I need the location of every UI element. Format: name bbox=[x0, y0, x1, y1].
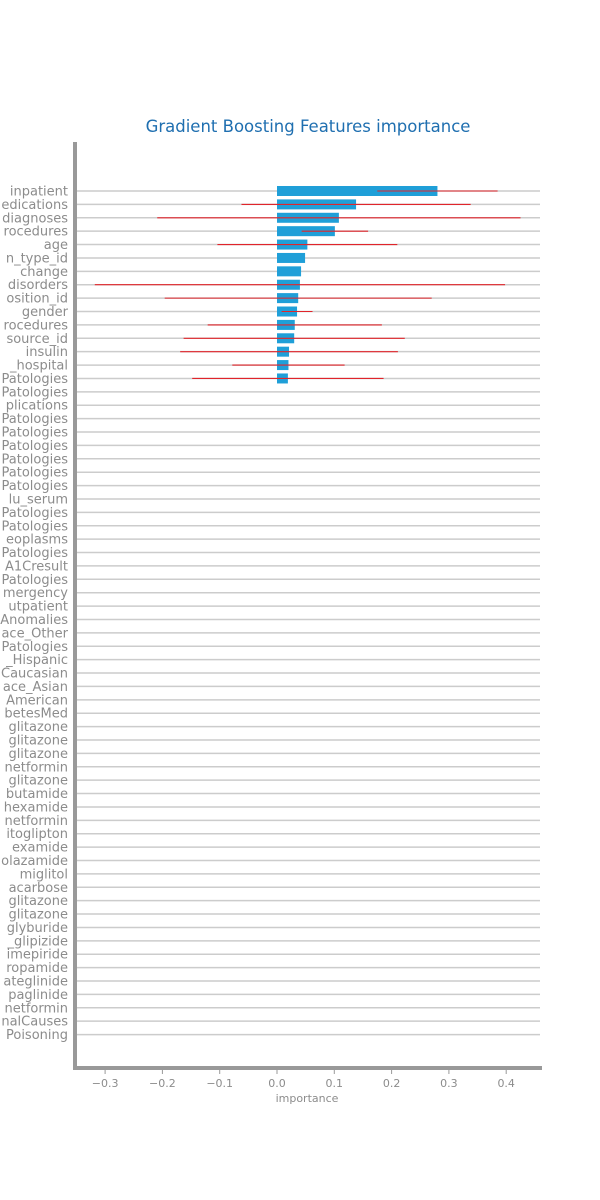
y-tick-label: Patologies bbox=[2, 640, 69, 655]
y-tick-label: insulin bbox=[26, 345, 68, 360]
y-tick-label: miglitol bbox=[20, 867, 68, 882]
y-tick-label: ace_Other bbox=[1, 626, 68, 641]
y-tick-label: diagnoses bbox=[2, 211, 68, 226]
x-axis-label: importance bbox=[276, 1092, 339, 1105]
y-tick-label: Patologies bbox=[2, 546, 69, 561]
y-tick-label: imepiride bbox=[7, 948, 68, 963]
y-tick-label: inpatient bbox=[10, 185, 68, 200]
y-tick-label: examide bbox=[12, 841, 68, 856]
y-tick-label: glitazone bbox=[8, 894, 68, 909]
x-tick-label: −0.1 bbox=[206, 1077, 233, 1090]
error-bars bbox=[94, 190, 521, 380]
y-tick-label: plications bbox=[6, 399, 68, 414]
y-tick-label: Patologies bbox=[2, 479, 69, 494]
y-tick-label: glyburide bbox=[7, 921, 68, 936]
y-tick-label: source_id bbox=[6, 332, 68, 347]
chart-title: Gradient Boosting Features importance bbox=[146, 117, 471, 136]
y-tick-label: eoplasms bbox=[6, 533, 68, 548]
y-tick-label: netformin bbox=[5, 760, 69, 775]
y-tick-label: osition_id bbox=[6, 292, 68, 307]
bar-admission_type_id bbox=[277, 252, 306, 263]
x-tick-label: −0.2 bbox=[149, 1077, 176, 1090]
y-tick-label: acarbose bbox=[9, 881, 68, 896]
x-tick-labels: −0.3 −0.2 −0.1 0.0 0.1 0.2 0.3 0.4 bbox=[92, 1070, 515, 1090]
y-tick-label: itoglipton bbox=[6, 827, 68, 842]
y-tick-label: glitazone bbox=[8, 747, 68, 762]
y-tick-label: utpatient bbox=[8, 600, 68, 615]
x-tick-label: 0.4 bbox=[497, 1077, 515, 1090]
grid-lines bbox=[75, 190, 540, 1036]
y-tick-label: _glipizide bbox=[6, 934, 68, 949]
y-tick-label: American bbox=[6, 693, 68, 708]
y-tick-label: glitazone bbox=[8, 908, 68, 923]
y-tick-label: disorders bbox=[8, 278, 68, 293]
y-tick-label: betesMed bbox=[4, 707, 68, 722]
y-tick-label: Patologies bbox=[2, 452, 69, 467]
y-tick-label: netformin bbox=[5, 814, 69, 829]
y-tick-label: nalCauses bbox=[1, 1015, 68, 1030]
y-tick-label: gender bbox=[22, 305, 69, 320]
y-tick-label: Patologies bbox=[2, 573, 69, 588]
y-tick-label: ace_Asian bbox=[3, 680, 68, 695]
y-tick-label: mergency bbox=[3, 586, 68, 601]
y-tick-label: hexamide bbox=[4, 800, 68, 815]
y-tick-label: n_type_id bbox=[6, 251, 68, 266]
y-tick-label: Patologies bbox=[2, 385, 69, 400]
x-tick-label: 0.3 bbox=[440, 1077, 458, 1090]
y-tick-label: olazamide bbox=[1, 854, 68, 869]
y-tick-label: age bbox=[44, 238, 68, 253]
y-tick-label: Patologies bbox=[2, 519, 69, 534]
bar-number_inpatient bbox=[277, 186, 438, 196]
y-tick-labels: inpatientedicationsdiagnosesroceduresage… bbox=[0, 185, 68, 1044]
y-tick-label: Patologies bbox=[2, 466, 69, 481]
x-tick-label: −0.3 bbox=[92, 1077, 119, 1090]
bar-change bbox=[277, 266, 302, 277]
y-tick-label: rocedures bbox=[4, 225, 69, 240]
y-tick-label: _hospital bbox=[9, 359, 68, 374]
y-tick-label: ropamide bbox=[6, 961, 68, 976]
y-tick-label: netformin bbox=[5, 1001, 69, 1016]
y-tick-label: Patologies bbox=[2, 426, 69, 441]
y-tick-label: Patologies bbox=[2, 372, 69, 387]
y-tick-label: butamide bbox=[6, 787, 68, 802]
y-tick-label: paglinide bbox=[8, 988, 68, 1003]
x-tick-label: 0.0 bbox=[268, 1077, 286, 1090]
x-tick-label: 0.2 bbox=[383, 1077, 401, 1090]
y-tick-label: rocedures bbox=[4, 318, 69, 333]
x-tick-label: 0.1 bbox=[326, 1077, 344, 1090]
y-tick-label: Patologies bbox=[2, 506, 69, 521]
y-tick-label: _Hispanic bbox=[5, 653, 68, 668]
y-tick-label: Anomalies bbox=[0, 613, 68, 628]
y-tick-label: lu_serum bbox=[9, 492, 68, 507]
y-tick-label: Caucasian bbox=[1, 667, 68, 682]
y-tick-label: ateglinide bbox=[3, 975, 68, 990]
y-tick-label: Patologies bbox=[2, 439, 69, 454]
y-tick-label: A1Cresult bbox=[5, 559, 68, 574]
y-tick-label: Patologies bbox=[2, 412, 69, 427]
y-tick-label: edications bbox=[1, 198, 68, 213]
y-tick-label: glitazone bbox=[8, 774, 68, 789]
y-tick-label: glitazone bbox=[8, 720, 68, 735]
y-tick-label: change bbox=[20, 265, 68, 280]
y-tick-label: glitazone bbox=[8, 733, 68, 748]
y-tick-label: Poisoning bbox=[6, 1028, 68, 1043]
